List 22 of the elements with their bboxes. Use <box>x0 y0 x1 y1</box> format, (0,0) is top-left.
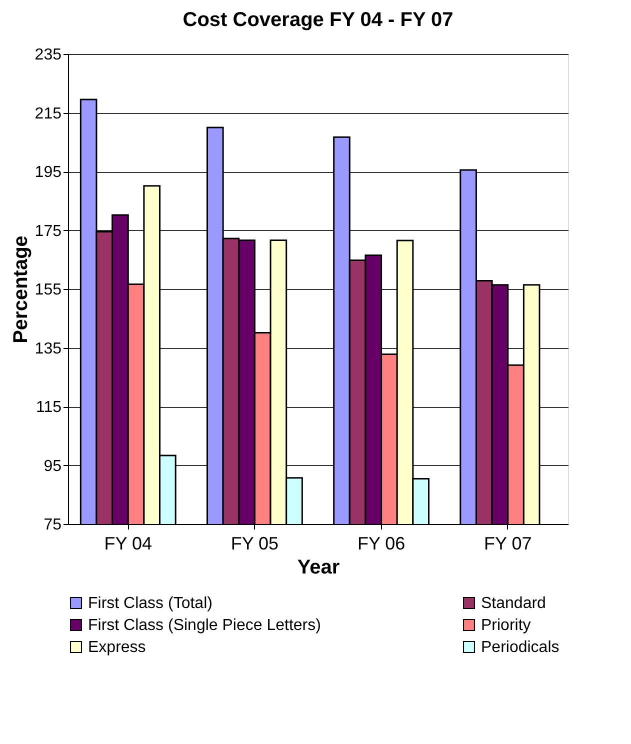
x-tick-label: FY 05 <box>230 534 279 554</box>
y-tick-label: 195 <box>34 164 62 181</box>
legend-label: Periodicals <box>481 639 560 656</box>
legend-label: Standard <box>481 595 546 612</box>
legend-label: Priority <box>481 617 531 634</box>
x-tick-label: FY 04 <box>104 534 152 554</box>
y-tick-label: 135 <box>34 340 62 358</box>
y-tick-label: 115 <box>36 399 62 416</box>
x-axis-title: Year <box>297 556 340 578</box>
y-tick-label: 95 <box>44 458 62 475</box>
chart-title: Cost Coverage FY 04 - FY 07 <box>182 9 454 31</box>
y-tick-label: 215 <box>34 105 62 122</box>
y-tick-label: 155 <box>34 282 62 298</box>
y-tick-label: 175 <box>34 222 62 240</box>
y-tick-label: 235 <box>34 46 62 64</box>
legend-label: First Class (Total) <box>88 595 212 612</box>
x-tick-label: FY 07 <box>484 534 532 554</box>
y-tick-label: 75 <box>44 516 62 534</box>
y-axis-title: Percentage <box>10 236 32 344</box>
legend-label: First Class (Single Piece Letters) <box>88 617 321 634</box>
legend-label: Express <box>88 639 146 656</box>
x-tick-label: FY 06 <box>357 534 406 554</box>
